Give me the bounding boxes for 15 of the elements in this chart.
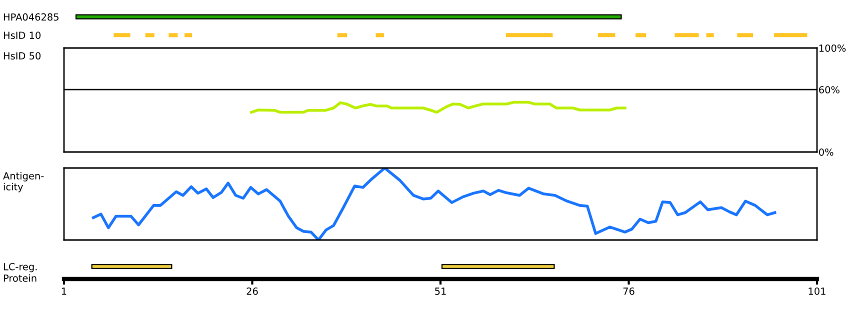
- x-tick-label: 51: [435, 288, 446, 295]
- y-tick-label: HsID 10: [4, 32, 41, 39]
- y-tick-label: LC-reg.: [4, 262, 37, 272]
- y-tick-label: 100%: [819, 44, 846, 52]
- x-axis-title: Protein: [4, 274, 36, 282]
- line-series: [250, 100, 626, 114]
- x-tick-label: 101: [808, 288, 826, 295]
- x-tick-label: 26: [246, 288, 258, 295]
- x-tick-label: 76: [623, 288, 634, 295]
- y-axis-title: HsID 50: [4, 52, 41, 60]
- x-tick-label: 1: [62, 288, 66, 295]
- y-tick-label: 0%: [819, 148, 834, 156]
- y-axis-title: Antigen- icity: [3, 172, 44, 192]
- y-tick-label: 60%: [819, 86, 840, 94]
- y-tick-label: HPA046285: [4, 13, 58, 21]
